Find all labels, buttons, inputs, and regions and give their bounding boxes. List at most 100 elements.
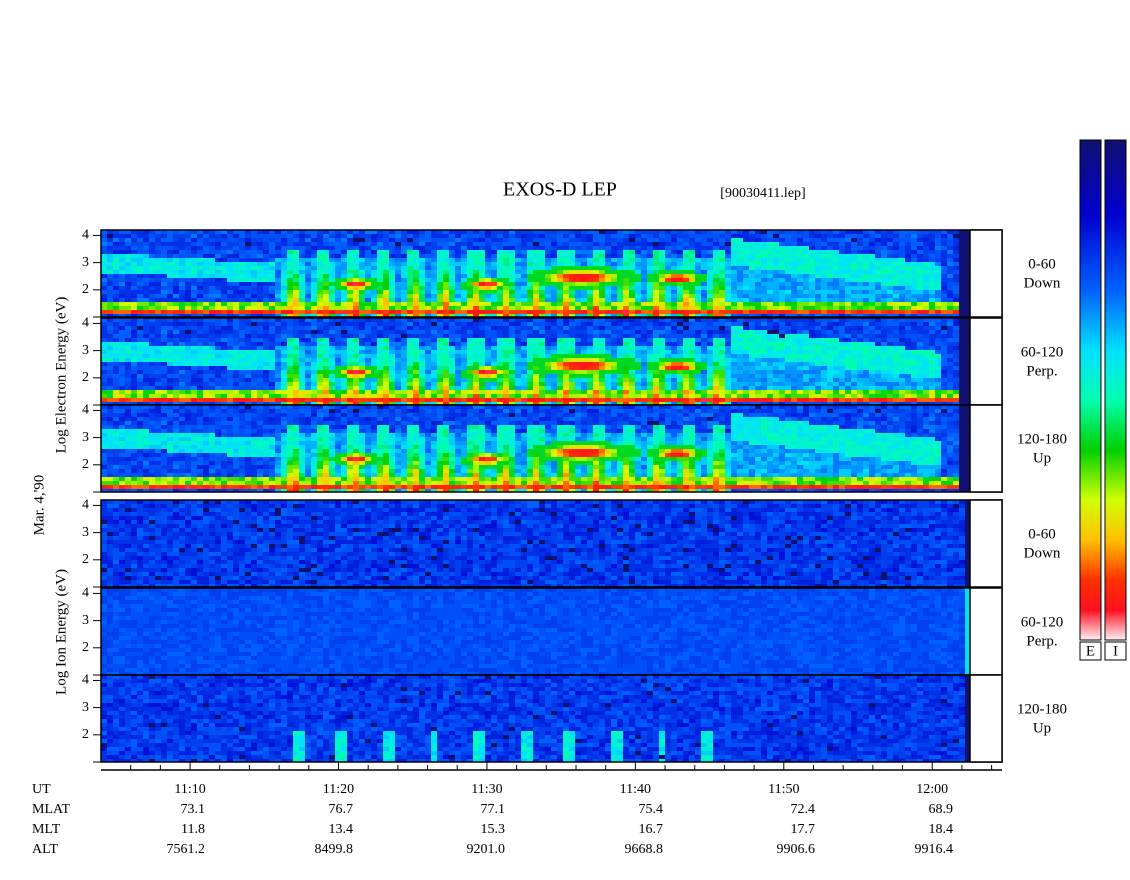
colorbar (1079, 139, 1102, 641)
y-tick-label: 2 (82, 370, 89, 385)
direction: Down (1024, 545, 1061, 561)
spectrogram-cells (101, 588, 965, 675)
table-cell: 76.7 (329, 802, 354, 817)
table-cell: 15.3 (481, 822, 506, 837)
spectrogram-cells (101, 405, 953, 492)
spectrogram-cells (101, 413, 941, 492)
table-cell: 73.1 (181, 802, 206, 817)
spectrogram-cells (101, 500, 965, 587)
spectrogram-cells (287, 330, 941, 405)
spectrogram-cells (101, 242, 941, 317)
spectrogram-cells (119, 358, 953, 405)
colorbar (1104, 139, 1127, 641)
colorbar-label: I (1113, 643, 1118, 659)
x-tick-label: 12:00 (916, 782, 948, 797)
plots: 2 3 4 0-60 Down 2 3 4 60-120 Perp. 2 3 4 120-180 Up Log… (53, 228, 1067, 763)
direction: Up (1033, 720, 1051, 736)
spectrogram-cells (281, 250, 725, 317)
row-label: UT (32, 782, 51, 797)
pitch-angle: 0-60 (1028, 526, 1056, 542)
table-cell: 7561.2 (167, 842, 206, 857)
spectrogram-cells (101, 675, 965, 762)
row-label: MLT (32, 822, 61, 837)
spectrogram-cells (101, 675, 970, 762)
y-axis-label: Log Electron Energy (eV) (53, 297, 69, 454)
table-cell: 68.9 (929, 802, 954, 817)
spectrogram-cells (275, 346, 941, 405)
y-tick-label: 3 (82, 343, 89, 358)
spectrogram-cells (101, 500, 970, 587)
direction: Down (1024, 275, 1061, 291)
spectrogram-cells (107, 326, 941, 405)
spectrogram-cells (101, 230, 959, 317)
spectrogram-cells (161, 270, 917, 317)
y-tick-label: 3 (82, 430, 89, 445)
table-cell: 9201.0 (467, 842, 506, 857)
spectrogram-cells (323, 362, 689, 405)
spectrogram-cells (101, 500, 965, 587)
panel-side (969, 674, 1003, 763)
y-tick-label: 3 (82, 613, 89, 628)
table-cell: 9668.8 (625, 842, 664, 857)
spectrogram-cells (101, 500, 965, 587)
table-cell: 77.1 (481, 802, 506, 817)
spectrogram-cells (101, 675, 965, 762)
spectrogram-cells (101, 230, 959, 317)
table-cell: 75.4 (639, 802, 664, 817)
direction: Up (1033, 450, 1051, 466)
y-tick-label: 4 (82, 316, 89, 331)
y-tick-label: 2 (82, 282, 89, 297)
panel-side (969, 587, 1003, 676)
table-cell: 16.7 (639, 822, 664, 837)
y-tick-label: 4 (82, 586, 89, 601)
y-tick-label: 2 (82, 552, 89, 567)
spectrogram-cells (101, 405, 959, 492)
direction: Perp. (1026, 363, 1057, 379)
x-tick-label: 11:20 (323, 782, 354, 797)
y-tick-label: 2 (82, 640, 89, 655)
table-cell: 8499.8 (315, 842, 354, 857)
table-cell: 72.4 (791, 802, 816, 817)
x-tick-label: 11:40 (620, 782, 651, 797)
x-tick-label: 11:50 (768, 782, 799, 797)
x-tick-label: 11:10 (174, 782, 205, 797)
spectrogram-cells (107, 362, 935, 405)
spectrogram-cells (101, 500, 965, 587)
spectrogram-cells (101, 318, 959, 405)
colorbar-label: E (1086, 643, 1095, 659)
spectrogram-cells (131, 274, 941, 317)
spectrogram-cells (101, 358, 947, 405)
panel-side (969, 229, 1003, 318)
spectrogram-cells (281, 258, 941, 317)
y-tick-label: 4 (82, 498, 89, 513)
spectrogram-cells (101, 433, 935, 492)
y-tick-label: 3 (82, 700, 89, 715)
pitch-angle: 60-120 (1021, 344, 1064, 360)
table-cell: 9916.4 (915, 842, 954, 857)
spectrogram-cells (317, 270, 725, 317)
row-label: MLAT (32, 802, 71, 817)
y-tick-label: 3 (82, 525, 89, 540)
spectrogram-cells (101, 449, 863, 492)
panel-side (969, 317, 1003, 406)
spectrogram-cells (101, 675, 965, 762)
y-tick-label: 2 (82, 727, 89, 742)
y-tick-label: 2 (82, 457, 89, 472)
row-label: ALT (32, 842, 58, 857)
table-cell: 13.4 (329, 822, 354, 837)
y-axis-label: Log Ion Energy (eV) (53, 569, 69, 695)
spectrogram-cells (101, 318, 959, 405)
pitch-angle: 120-180 (1017, 431, 1067, 447)
direction: Perp. (1026, 633, 1057, 649)
panel-side (969, 404, 1003, 493)
spectrogram-cells (293, 731, 713, 762)
table-cell: 18.4 (929, 822, 954, 837)
spectrogram-cells (113, 417, 941, 492)
spectrogram-cells (119, 362, 941, 405)
date-label: Mar. 4,'90 (31, 475, 47, 536)
table-cell: 17.7 (791, 822, 816, 837)
pitch-angle: 0-60 (1028, 256, 1056, 272)
pitch-angle: 120-180 (1017, 701, 1067, 717)
colorbar-label-box (1104, 641, 1127, 661)
